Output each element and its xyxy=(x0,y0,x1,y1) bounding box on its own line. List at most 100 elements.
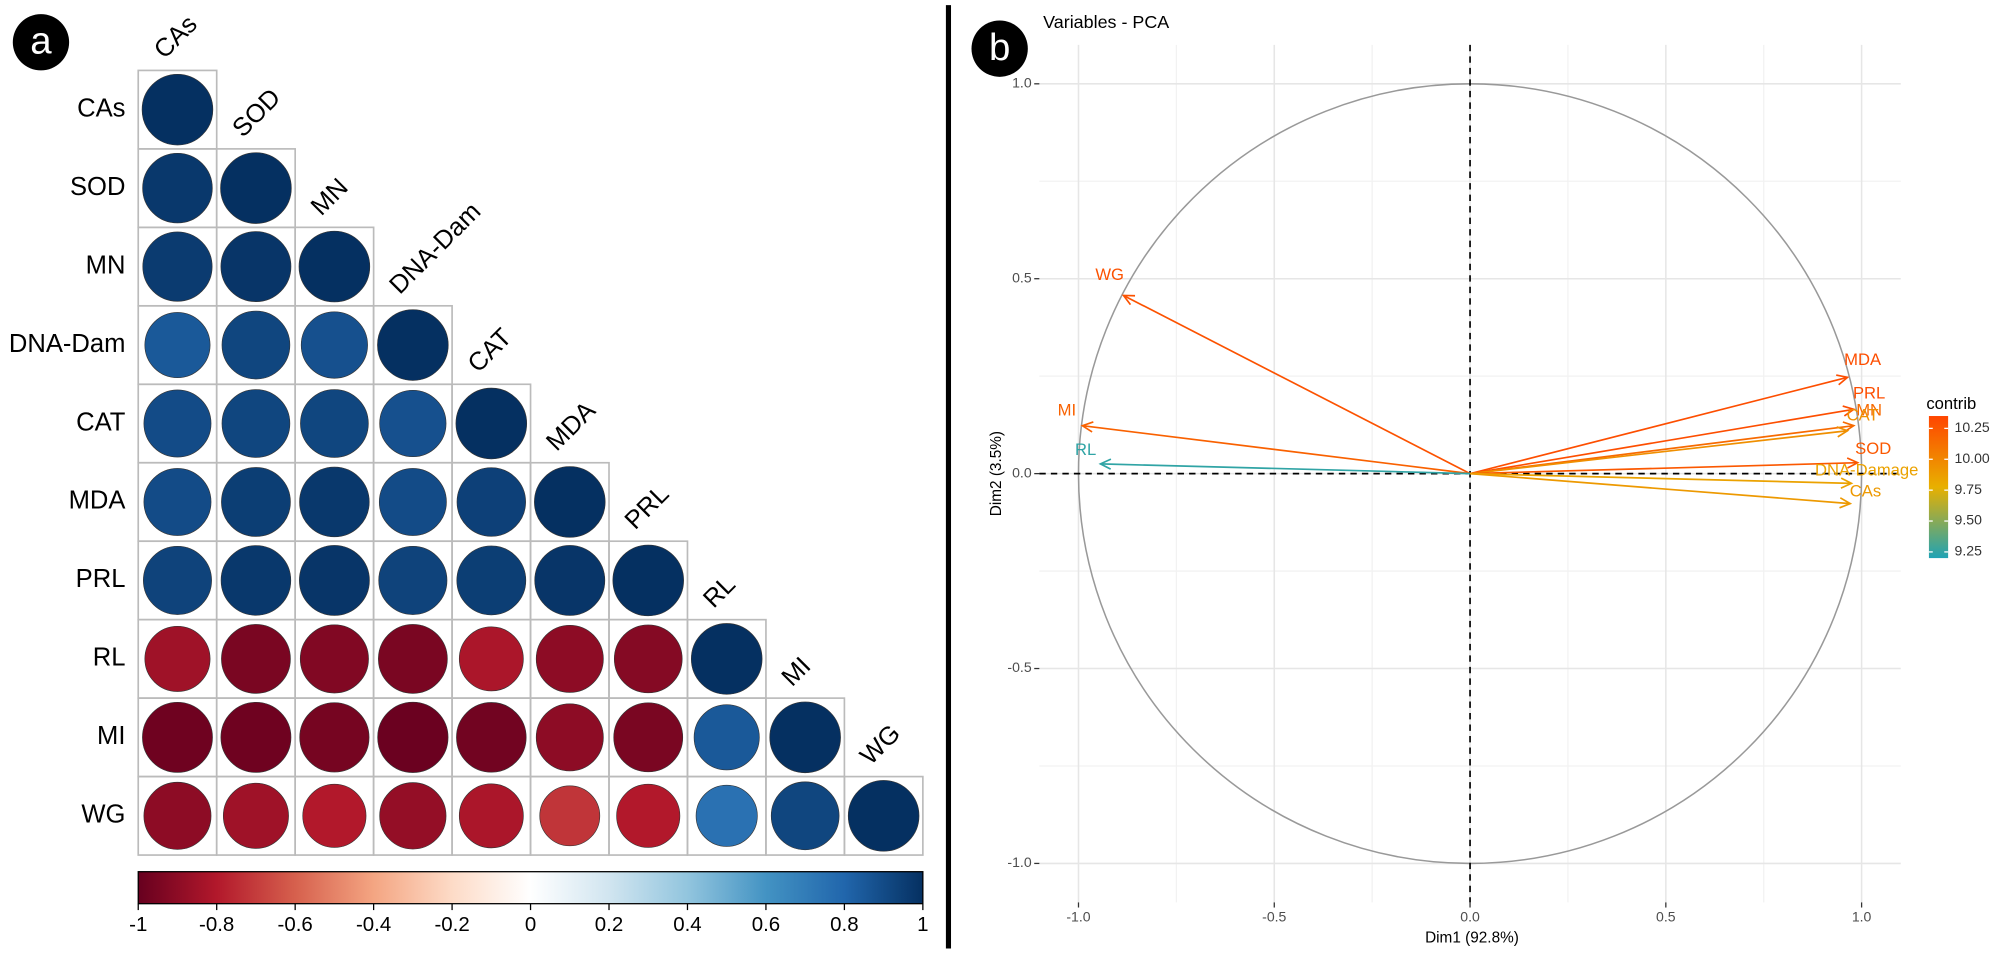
y-tick-label: 0.0 xyxy=(1012,464,1032,480)
chart-title: Variables - PCA xyxy=(1043,12,1169,32)
colorbar-tick-label: -0.4 xyxy=(356,913,391,936)
variable-label: WG xyxy=(1095,265,1124,284)
corr-circle xyxy=(299,545,370,616)
arrow-head xyxy=(1840,477,1854,489)
row-label: CAs xyxy=(77,94,125,122)
variable-label: SOD xyxy=(1855,439,1891,458)
column-label: WG xyxy=(855,719,906,770)
row-label: DNA-Dam xyxy=(9,330,126,358)
arrow-head xyxy=(1121,294,1136,306)
corr-circle xyxy=(220,545,292,616)
corr-circle xyxy=(612,544,684,617)
corr-circle xyxy=(221,624,291,694)
corr-circle xyxy=(221,389,291,458)
corr-circle xyxy=(302,783,367,848)
corr-circle xyxy=(298,230,371,303)
corr-circle xyxy=(377,701,449,773)
corr-circle xyxy=(613,702,684,773)
corr-circle xyxy=(299,624,369,694)
colorbar-tick-label: -0.8 xyxy=(199,913,234,936)
arrow xyxy=(1469,376,1848,475)
corr-circle xyxy=(300,389,369,458)
colorbar-tick-label: 1 xyxy=(917,913,928,936)
arrow-head xyxy=(1842,405,1856,417)
row-label: CAT xyxy=(76,408,126,436)
corr-circle xyxy=(221,310,291,380)
colorbar-tick-label: -0.2 xyxy=(434,913,469,936)
corr-circle xyxy=(616,783,681,848)
corr-circle xyxy=(534,466,606,538)
panel-label: b xyxy=(989,26,1010,69)
column-label: MN xyxy=(306,173,354,221)
arrow xyxy=(1469,408,1854,475)
legend-tick-label: 10.00 xyxy=(1955,450,1990,466)
y-tick-label: -1.0 xyxy=(1007,854,1031,870)
column-label: RL xyxy=(698,570,741,613)
corr-circle xyxy=(378,468,447,536)
corr-circle xyxy=(143,468,212,536)
variable-label: MN xyxy=(1856,400,1882,419)
corr-circle xyxy=(144,625,211,692)
colorbar-tick-label: 0 xyxy=(525,913,536,936)
corr-circle xyxy=(221,467,291,537)
corr-circle xyxy=(378,624,448,694)
corr-circle xyxy=(222,782,289,849)
column-label: DNA-Dam xyxy=(384,197,486,299)
panel-label: a xyxy=(30,20,52,63)
variable-label: RL xyxy=(1075,440,1096,459)
variable-label: MDA xyxy=(1844,350,1882,369)
arrow xyxy=(1469,472,1851,505)
row-label: PRL xyxy=(76,565,126,593)
variable-label: CAs xyxy=(1850,481,1881,500)
y-tick-label: 1.0 xyxy=(1012,75,1032,91)
row-label: SOD xyxy=(70,173,125,201)
corr-circle xyxy=(535,703,604,772)
corr-circle xyxy=(695,784,758,847)
colorbar-tick-label: 0.2 xyxy=(595,913,623,936)
corr-circle xyxy=(539,785,601,847)
corr-circle xyxy=(770,781,840,851)
column-label: CAT xyxy=(463,323,518,378)
corr-circle xyxy=(379,782,447,850)
corr-circle xyxy=(299,466,370,538)
legend-title: contrib xyxy=(1926,394,1976,413)
colorbar-tick-label: 0.8 xyxy=(830,913,858,936)
arrow xyxy=(1100,463,1471,475)
legend-tick-label: 10.25 xyxy=(1955,419,1990,435)
arrow-head xyxy=(1836,426,1850,438)
arrow xyxy=(1469,429,1848,475)
corr-circle xyxy=(456,467,526,537)
corr-circle xyxy=(220,152,292,224)
corr-circle xyxy=(141,73,214,146)
corr-circle xyxy=(534,545,606,616)
corr-circle xyxy=(299,702,370,773)
column-label: MI xyxy=(776,652,816,692)
legend-tick-label: 9.75 xyxy=(1955,481,1983,497)
legend-tick-label: 9.50 xyxy=(1955,512,1983,528)
corr-circle xyxy=(142,702,213,773)
colorbar-tick-label: -0.6 xyxy=(278,913,313,936)
column-label: CAs xyxy=(149,10,203,64)
arrow-head xyxy=(1098,458,1112,470)
corr-circle xyxy=(143,389,212,458)
x-tick-label: 1.0 xyxy=(1852,908,1872,924)
column-label: SOD xyxy=(227,84,286,143)
arrow-head xyxy=(1839,497,1853,509)
y-tick-label: -0.5 xyxy=(1007,659,1031,675)
variable-label: MI xyxy=(1058,400,1076,419)
x-tick-label: -1.0 xyxy=(1066,908,1090,924)
column-label: MDA xyxy=(541,396,602,457)
panel-badge xyxy=(971,20,1028,77)
corr-circle xyxy=(144,312,211,378)
corr-circle xyxy=(142,231,213,302)
row-label: MI xyxy=(97,722,125,750)
x-axis-label: Dim1 (92.8%) xyxy=(1425,929,1519,946)
variable-label: PRL xyxy=(1853,383,1885,402)
x-tick-label: 0.5 xyxy=(1656,908,1676,924)
colorbar-tick-label: 0.4 xyxy=(673,913,701,936)
variable-label: CAT xyxy=(1847,406,1879,425)
row-label: MN xyxy=(86,251,126,279)
corr-circle xyxy=(377,309,449,381)
corr-circle xyxy=(220,231,292,302)
